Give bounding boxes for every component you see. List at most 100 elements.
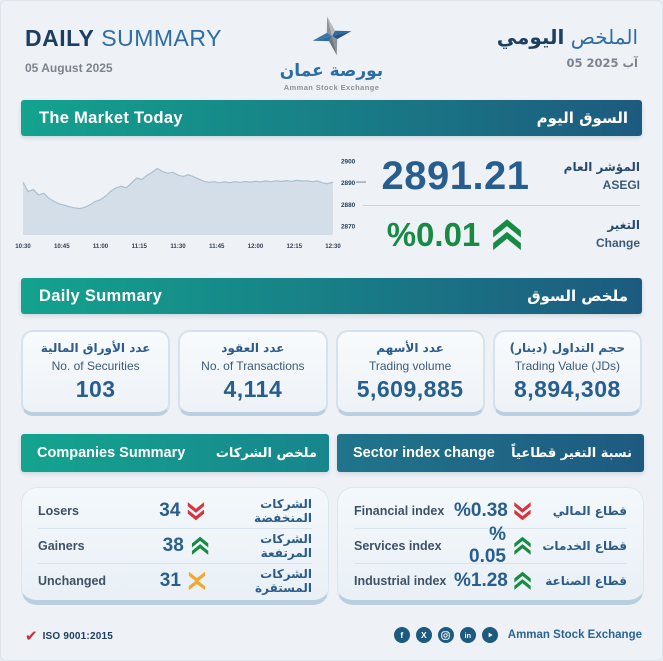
- daily-banner-en: Daily Summary: [39, 286, 163, 305]
- row-label-ar: قطاع الخدمات: [542, 539, 627, 553]
- market-banner-en: The Market Today: [39, 108, 183, 127]
- facebook-icon[interactable]: f: [393, 627, 410, 643]
- change-value: %0.01: [386, 215, 481, 253]
- card-label-en: Trading volume: [368, 359, 452, 373]
- row-label-ar: قطاع الصناعة: [545, 574, 627, 588]
- card-trading-value: حجم التداول (دينار) Trading Value (JDs) …: [492, 330, 642, 416]
- financial-index-row: Financial index %0.38 قطاع المالي: [354, 494, 627, 528]
- report-date-en: 05 August 2025: [25, 61, 113, 75]
- header-left: DAILY SUMMARY 05 August 2025: [25, 25, 222, 75]
- svg-text:2880: 2880: [341, 202, 356, 209]
- row-label-ar: الشركات المستقرة: [255, 567, 312, 595]
- daily-summary-banner: Daily Summary ملخص السوق: [21, 278, 642, 314]
- daily-banner-ar: ملخص السوق: [527, 287, 628, 305]
- row-label-en: Unchanged: [38, 574, 107, 588]
- row-value: 38: [162, 535, 184, 556]
- x-glyph: X: [420, 630, 427, 640]
- index-row: 2891.21 المؤشر العام ASEGI: [363, 149, 640, 204]
- sectors-banner-ar: نسبة التغير قطاعياً: [511, 445, 632, 461]
- logo-star-icon: [312, 16, 351, 56]
- row-label-en: Financial index: [354, 504, 445, 518]
- up-chevron-icon: [191, 536, 209, 556]
- companies-banner-en: Companies Summary: [37, 445, 186, 461]
- youtube-icon[interactable]: [481, 627, 498, 643]
- svg-text:12:30: 12:30: [325, 243, 341, 250]
- down-chevron-icon: [187, 501, 205, 521]
- title-word-daily: DAILY: [25, 25, 95, 51]
- page-title-en: DAILY SUMMARY: [25, 25, 222, 52]
- market-banner-ar: السوق اليوم: [536, 109, 628, 127]
- row-label-ar: الشركات المنخفضة: [254, 497, 312, 525]
- index-value: 2891.21: [381, 154, 530, 198]
- linkedin-glyph: in: [464, 630, 472, 640]
- row-value: % 0.05: [469, 524, 506, 567]
- logo-arabic-name: بورصة عمان: [279, 61, 384, 81]
- header-right: الملخص اليومي 05 آب 2025: [497, 25, 638, 70]
- index-label-en: ASEGI: [602, 177, 640, 192]
- losers-row: Losers 34 الشركات المنخفضة: [38, 494, 312, 528]
- change-label-en: Change: [595, 235, 640, 250]
- svg-text:12:00: 12:00: [248, 243, 264, 250]
- row-label-ar: الشركات المرتفعة: [260, 532, 312, 560]
- card-value: 103: [75, 376, 116, 402]
- change-label-ar: التغير: [607, 218, 640, 233]
- svg-text:10:30: 10:30: [15, 243, 31, 250]
- title-ar-word2: اليومي: [496, 25, 565, 49]
- change-up-chevron-icon: [490, 218, 524, 252]
- industrial-index-row: Industrial index %1.28 قطاع الصناعة: [354, 563, 627, 598]
- divider: [363, 205, 640, 206]
- svg-text:11:00: 11:00: [93, 243, 109, 250]
- card-label-en: No. of Securities: [51, 359, 140, 373]
- page-title-ar: الملخص اليومي: [497, 25, 638, 49]
- card-transactions: عدد العقود No. of Transactions 4,114: [178, 330, 328, 416]
- row-label-en: Industrial index: [354, 574, 447, 588]
- row-value: 31: [159, 570, 181, 591]
- gainers-row: Gainers 38 الشركات المرتفعة: [38, 528, 312, 563]
- change-row: %0.01 التغير Change: [363, 207, 640, 262]
- up-chevron-icon: [513, 571, 532, 591]
- card-label-ar: عدد الأسهم: [376, 341, 444, 355]
- row-label-ar: قطاع المالي: [552, 504, 627, 518]
- exchange-logo: بورصة عمان Amman Stock Exchange: [262, 15, 402, 92]
- card-value: 4,114: [223, 376, 283, 402]
- index-label-ar: المؤشر العام: [563, 160, 640, 175]
- sector-change-panel: Financial index %0.38 قطاع المالي Servic…: [337, 487, 644, 605]
- report-footer: ✔ ISO 9001:2015 f X in Amman Stock Excha…: [25, 627, 642, 651]
- row-label-en: Services index: [354, 539, 442, 553]
- card-label-en: No. of Transactions: [201, 359, 305, 373]
- down-chevron-icon: [513, 501, 532, 521]
- instagram-icon[interactable]: [437, 627, 454, 643]
- row-value: %0.38: [454, 500, 508, 521]
- row-label-en: Losers: [38, 504, 79, 518]
- svg-text:2890: 2890: [341, 180, 356, 187]
- sector-change-banner: Sector index change نسبة التغير قطاعياً: [337, 434, 644, 472]
- svg-text:11:15: 11:15: [132, 243, 148, 250]
- svg-text:11:45: 11:45: [209, 243, 225, 250]
- svg-text:10:45: 10:45: [54, 243, 70, 250]
- footer-brand: Amman Stock Exchange: [507, 629, 642, 641]
- svg-text:2870: 2870: [341, 224, 356, 231]
- row-value: 34: [159, 500, 181, 521]
- x-twitter-icon[interactable]: X: [415, 627, 432, 643]
- companies-banner-ar: ملخص الشركات: [215, 445, 317, 461]
- market-today-banner: The Market Today السوق اليوم: [21, 100, 642, 136]
- market-figures: 2891.21 المؤشر العام ASEGI %0.01 التغير …: [363, 149, 640, 265]
- companies-summary-panel: Losers 34 الشركات المنخفضة Gainers 38 ال…: [21, 487, 329, 605]
- sectors-banner-en: Sector index change: [353, 445, 495, 461]
- card-securities: عدد الأوراق المالية No. of Securities 10…: [21, 330, 171, 416]
- svg-text:12:15: 12:15: [287, 243, 303, 250]
- card-label-en: Trading Value (JDs): [514, 359, 621, 373]
- logo-english-name: Amman Stock Exchange: [283, 83, 380, 92]
- stat-cards: عدد الأوراق المالية No. of Securities 10…: [21, 330, 642, 416]
- unchanged-icon: [188, 571, 206, 591]
- linkedin-icon[interactable]: in: [459, 627, 476, 643]
- companies-summary-banner: Companies Summary ملخص الشركات: [21, 434, 329, 472]
- title-word-summary: SUMMARY: [101, 25, 222, 51]
- report-header: DAILY SUMMARY 05 August 2025 بورصة عمان: [25, 15, 638, 92]
- row-label-en: Gainers: [38, 539, 85, 553]
- asegi-intraday-chart: 2900 2890 2880 2870 10:30 10:45 11:00 11:15 11:3…: [15, 159, 366, 250]
- card-trading-volume: عدد الأسهم Trading volume 5,609,885: [335, 330, 485, 416]
- checkmark-icon: ✔: [25, 628, 38, 645]
- card-label-ar: عدد الأوراق المالية: [40, 341, 151, 355]
